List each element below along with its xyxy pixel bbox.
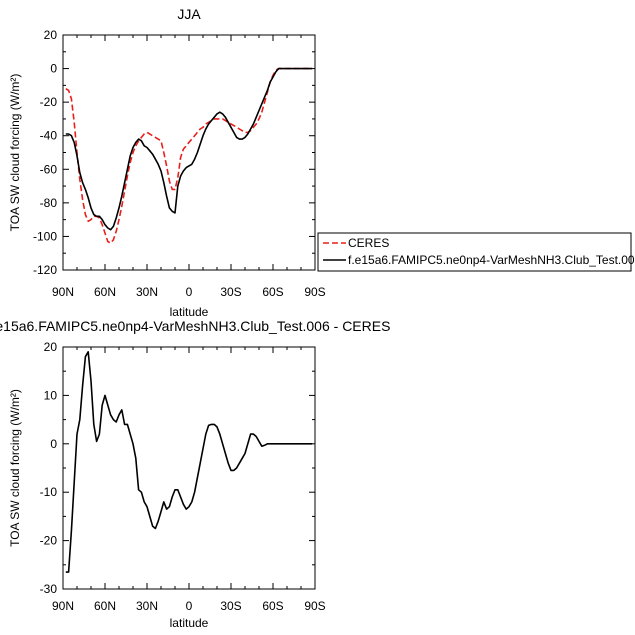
- x-tick-label: 30N: [136, 285, 158, 299]
- y-tick-label: -120: [33, 263, 57, 277]
- y-tick-label: -100: [33, 229, 57, 243]
- x-tick-label: 30N: [136, 599, 158, 613]
- y-tick-label: 10: [44, 388, 58, 402]
- y-tick-label: -20: [40, 95, 58, 109]
- y-tick-label: -30: [40, 582, 58, 596]
- x-tick-label: 0: [186, 285, 193, 299]
- x-tick-label: 30S: [220, 599, 241, 613]
- plot-frame: [62, 346, 316, 590]
- x-tick-label: 90N: [52, 599, 74, 613]
- x-axis-label: latitude: [170, 305, 209, 319]
- y-tick-label: 20: [44, 28, 58, 42]
- chart-panel-2: f.e15a6.FAMIPC5.ne0np4-VarMeshNH3.Club_T…: [0, 318, 390, 630]
- legend-label: CERES: [348, 236, 389, 250]
- x-tick-label: 90N: [52, 285, 74, 299]
- x-tick-label: 0: [186, 599, 193, 613]
- x-tick-label: 90S: [304, 599, 325, 613]
- series-line-difference: [65, 350, 313, 573]
- x-tick-label: 90S: [304, 285, 325, 299]
- series-line-model: [65, 67, 313, 231]
- y-tick-label: -20: [40, 534, 58, 548]
- y-tick-label: -60: [40, 162, 58, 176]
- x-tick-label: 30S: [220, 285, 241, 299]
- legend-box: [317, 232, 632, 272]
- legend: CERES f.e15a6.FAMIPC5.ne0np4-VarMeshNH3.C…: [317, 232, 635, 272]
- chart-panel-1: JJA 90N 60N 30N 0 30S 60S 90S 20 0 -20 -40 -60 -80 -10…: [8, 6, 635, 319]
- series-line-ceres: [65, 67, 313, 244]
- x-tick-label: 60N: [94, 599, 116, 613]
- y-axis-label: TOA SW cloud forcing (W/m²): [8, 389, 22, 547]
- x-axis-label: latitude: [170, 616, 209, 630]
- y-tick-label: -10: [40, 485, 58, 499]
- x-tick-label: 60S: [262, 599, 283, 613]
- x-tick-label: 60S: [262, 285, 283, 299]
- y-tick-label: 0: [50, 437, 57, 451]
- y-axis-label: TOA SW cloud forcing (W/m²): [8, 74, 22, 232]
- y-tick-label: 20: [44, 340, 58, 354]
- legend-label: f.e15a6.FAMIPC5.ne0np4-VarMeshNH3.Club_T…: [348, 253, 635, 267]
- y-tick-label: -40: [40, 129, 58, 143]
- y-tick-label: -80: [40, 196, 58, 210]
- chart-title: f.e15a6.FAMIPC5.ne0np4-VarMeshNH3.Club_T…: [0, 318, 390, 334]
- y-tick-label: 0: [50, 62, 57, 76]
- chart-title: JJA: [177, 6, 201, 22]
- x-tick-label: 60N: [94, 285, 116, 299]
